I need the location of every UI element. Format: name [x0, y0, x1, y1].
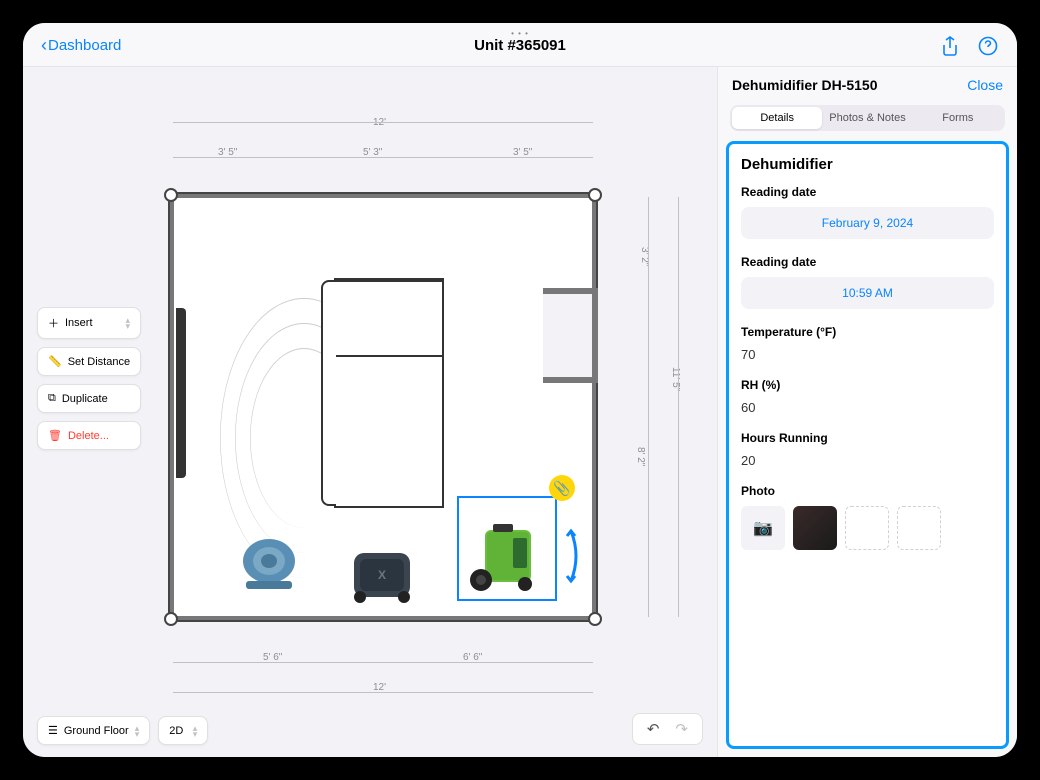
corner-handle[interactable]: [164, 188, 178, 202]
photo-placeholder[interactable]: [897, 506, 941, 550]
set-distance-label: Set Distance: [68, 356, 130, 368]
temperature-value: 70: [741, 347, 994, 362]
ipad-frame: • • • ‹ Dashboard Unit #365091 12': [5, 5, 1035, 775]
back-button[interactable]: ‹ Dashboard: [41, 35, 121, 56]
attachment-badge-icon[interactable]: 📎: [549, 475, 575, 501]
mode-label: 2D: [169, 725, 183, 737]
reading-time-label: Reading date: [741, 255, 994, 269]
app-screen: • • • ‹ Dashboard Unit #365091 12': [23, 23, 1017, 757]
rh-value: 60: [741, 400, 994, 415]
floor-label: Ground Floor: [64, 725, 129, 737]
photo-label: Photo: [741, 484, 994, 498]
hours-label: Hours Running: [741, 431, 994, 445]
segmented-control: Details Photos & Notes Forms: [730, 105, 1005, 131]
duplicate-button[interactable]: ⧉ Duplicate: [37, 384, 141, 413]
bottom-toolbar: ☰ Ground Floor ▴▾ 2D ▴▾: [37, 716, 208, 745]
floorplan: X 📎: [153, 137, 613, 637]
tab-details[interactable]: Details: [732, 107, 822, 129]
tab-forms[interactable]: Forms: [913, 107, 1003, 129]
content-area: 12' 3' 5" 5' 3" 3' 5" 3' 2" 8' 2" 11' 5"…: [23, 67, 1017, 757]
floorplan-canvas[interactable]: 12' 3' 5" 5' 3" 3' 5" 3' 2" 8' 2" 11' 5"…: [23, 67, 717, 757]
corner-handle[interactable]: [588, 188, 602, 202]
stepper-icon: ▴▾: [135, 725, 140, 737]
rotate-handle-icon[interactable]: [559, 526, 583, 586]
camera-button[interactable]: 📷: [741, 506, 785, 550]
air-scrubber-icon[interactable]: X: [344, 541, 419, 606]
undo-button[interactable]: ↶: [641, 718, 666, 740]
share-icon[interactable]: [939, 35, 961, 57]
tv-icon[interactable]: [176, 308, 186, 478]
dim-right-far: 11' 5": [670, 367, 681, 391]
tool-palette: ＋ Insert ▴▾ 📏 Set Distance ⧉ Duplicate 🗑: [37, 307, 141, 450]
duplicate-label: Duplicate: [62, 393, 108, 405]
set-distance-button[interactable]: 📏 Set Distance: [37, 347, 141, 376]
temperature-label: Temperature (°F): [741, 325, 994, 339]
wall-notch: [543, 288, 598, 383]
insert-label: Insert: [65, 317, 93, 329]
air-mover-icon[interactable]: [234, 531, 304, 596]
panel-title: Dehumidifier DH-5150: [732, 77, 877, 93]
delete-button[interactable]: 🗑 Delete...: [37, 421, 141, 450]
nav-actions: [939, 35, 999, 57]
hours-value: 20: [741, 453, 994, 468]
back-label: Dashboard: [48, 37, 121, 54]
floor-selector[interactable]: ☰ Ground Floor ▴▾: [37, 716, 150, 745]
reading-time-field[interactable]: 10:59 AM: [741, 277, 994, 309]
corner-handle[interactable]: [588, 612, 602, 626]
delete-label: Delete...: [68, 430, 109, 442]
camera-icon: 📷: [753, 518, 773, 538]
undo-redo-group: ↶ ↷: [632, 713, 703, 745]
rh-label: RH (%): [741, 378, 994, 392]
section-title: Dehumidifier: [741, 156, 994, 173]
room: X 📎: [168, 192, 598, 622]
corner-handle[interactable]: [164, 612, 178, 626]
reading-date-label: Reading date: [741, 185, 994, 199]
duplicate-icon: ⧉: [48, 392, 56, 405]
photo-placeholder[interactable]: [845, 506, 889, 550]
plus-icon: ＋: [48, 315, 59, 331]
close-button[interactable]: Close: [967, 77, 1003, 93]
sofa-icon[interactable]: [334, 278, 444, 508]
help-icon[interactable]: [977, 35, 999, 57]
details-form: Dehumidifier Reading date February 9, 20…: [726, 141, 1009, 749]
reading-date-field[interactable]: February 9, 2024: [741, 207, 994, 239]
layers-icon: ☰: [48, 724, 58, 737]
dim-right-b: 8' 2": [635, 447, 646, 466]
trash-icon: 🗑: [48, 429, 62, 442]
insert-button[interactable]: ＋ Insert ▴▾: [37, 307, 141, 339]
chevron-left-icon: ‹: [41, 35, 47, 56]
svg-text:X: X: [377, 568, 385, 582]
photo-row: 📷: [741, 506, 994, 550]
page-title: Unit #365091: [474, 37, 566, 54]
dehumidifier-icon[interactable]: [464, 521, 544, 596]
view-mode-selector[interactable]: 2D ▴▾: [158, 716, 208, 745]
redo-button[interactable]: ↷: [669, 718, 694, 740]
stepper-icon: ▴▾: [126, 317, 131, 329]
detail-panel: Dehumidifier DH-5150 Close Details Photo…: [717, 67, 1017, 757]
tab-photos[interactable]: Photos & Notes: [822, 107, 912, 129]
ruler-icon: 📏: [48, 355, 62, 368]
stepper-icon: ▴▾: [193, 725, 198, 737]
panel-header: Dehumidifier DH-5150 Close: [718, 67, 1017, 99]
photo-thumbnail[interactable]: [793, 506, 837, 550]
